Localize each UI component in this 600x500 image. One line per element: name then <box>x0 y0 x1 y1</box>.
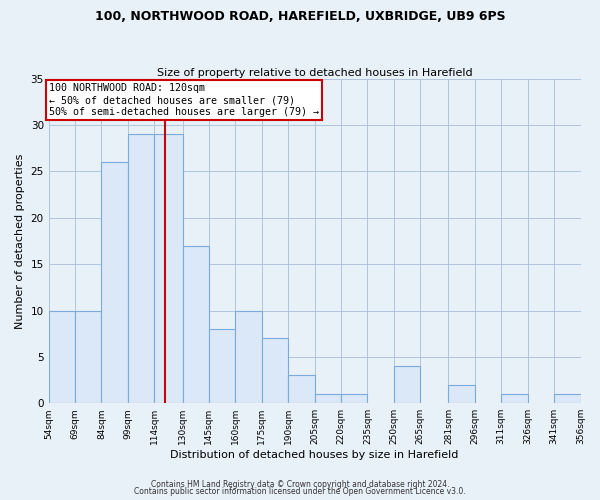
Bar <box>314 394 341 403</box>
Bar <box>209 329 235 403</box>
Bar <box>554 394 581 403</box>
Bar <box>128 134 154 403</box>
Bar <box>501 394 527 403</box>
Bar <box>154 134 182 403</box>
Bar <box>394 366 420 403</box>
X-axis label: Distribution of detached houses by size in Harefield: Distribution of detached houses by size … <box>170 450 459 460</box>
Text: Contains HM Land Registry data © Crown copyright and database right 2024.: Contains HM Land Registry data © Crown c… <box>151 480 449 489</box>
Bar <box>75 310 101 403</box>
Bar <box>182 246 209 403</box>
Bar <box>262 338 288 403</box>
Text: 100, NORTHWOOD ROAD, HAREFIELD, UXBRIDGE, UB9 6PS: 100, NORTHWOOD ROAD, HAREFIELD, UXBRIDGE… <box>95 10 505 23</box>
Bar <box>235 310 262 403</box>
Bar <box>49 310 75 403</box>
Bar <box>101 162 128 403</box>
Bar <box>341 394 367 403</box>
Bar <box>448 384 475 403</box>
Bar <box>288 376 314 403</box>
Text: Contains public sector information licensed under the Open Government Licence v3: Contains public sector information licen… <box>134 487 466 496</box>
Title: Size of property relative to detached houses in Harefield: Size of property relative to detached ho… <box>157 68 472 78</box>
Text: 100 NORTHWOOD ROAD: 120sqm
← 50% of detached houses are smaller (79)
50% of semi: 100 NORTHWOOD ROAD: 120sqm ← 50% of deta… <box>49 84 319 116</box>
Y-axis label: Number of detached properties: Number of detached properties <box>15 154 25 328</box>
